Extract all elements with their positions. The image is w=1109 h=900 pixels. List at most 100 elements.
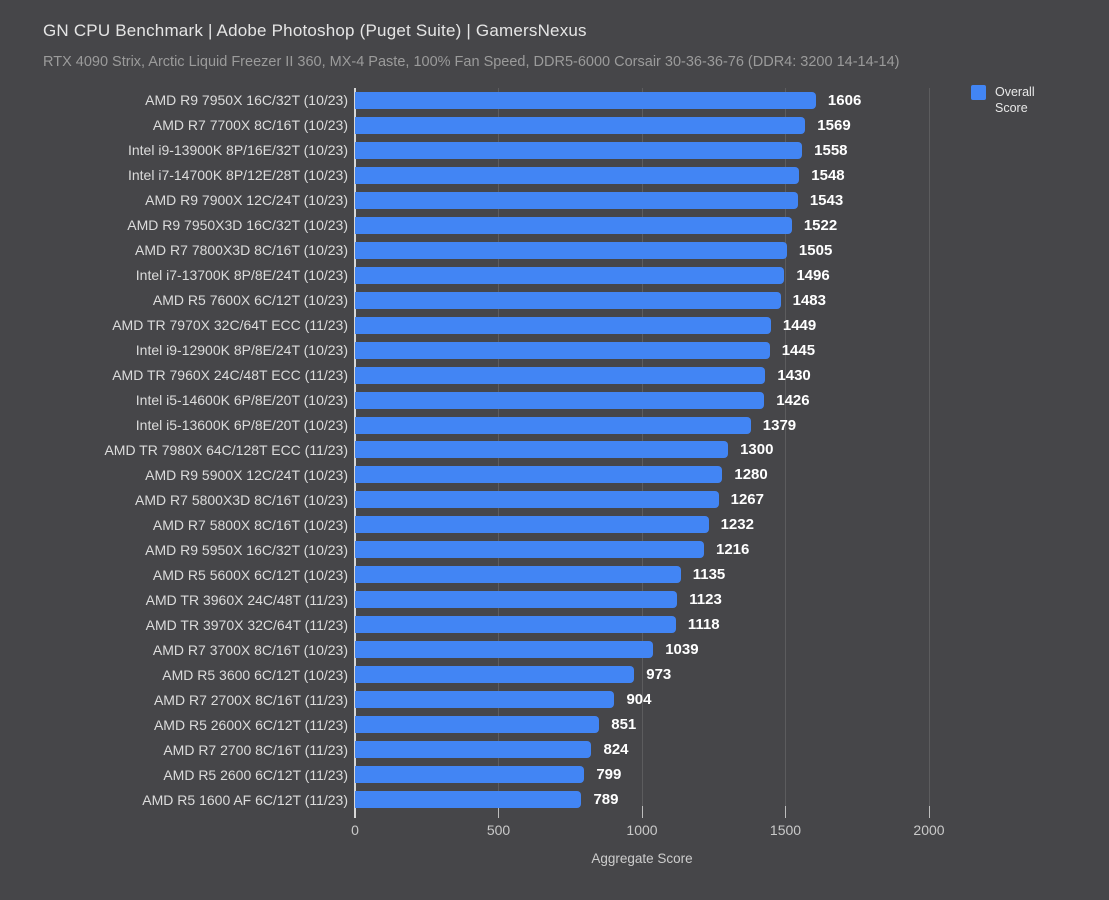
category-label: AMD TR 7980X 64C/128T ECC (11/23)	[104, 441, 348, 458]
legend[interactable]: Overall Score	[971, 84, 1047, 116]
bar-row: AMD R9 7900X 12C/24T (10/23) 1543	[0, 188, 1109, 213]
value-label: 789	[593, 791, 619, 808]
bar-row: Intel i5-13600K 6P/8E/20T (10/23) 1379	[0, 413, 1109, 438]
value-label: 1449	[782, 316, 817, 334]
x-tick-label: 0	[351, 822, 359, 838]
x-axis-title: Aggregate Score	[591, 851, 693, 866]
value-label: 1039	[665, 641, 699, 659]
value-label: 1569	[817, 116, 851, 134]
category-label: Intel i7-14700K 8P/12E/28T (10/23)	[127, 167, 348, 184]
value-label: 1379	[762, 416, 797, 434]
tick-mark-x-1500	[785, 806, 786, 818]
category-label: AMD TR 3970X 32C/64T (11/23)	[145, 616, 348, 633]
value-label: 1543	[809, 191, 844, 209]
bar-row: AMD R9 7950X 16C/32T (10/23) 1606	[0, 88, 1109, 113]
value-label: 1280	[734, 466, 768, 484]
value-label: 1496	[796, 266, 830, 284]
bar-row: AMD R7 2700 8C/16T (11/23) 824	[0, 737, 1109, 762]
value-label: 1445	[781, 341, 816, 359]
category-label: AMD R9 7900X 12C/24T (10/23)	[145, 192, 348, 209]
x-tick-label: 1500	[769, 822, 802, 838]
score-bar	[355, 341, 770, 359]
bar-row: AMD R7 7700X 8C/16T (10/23) 1569	[0, 113, 1109, 138]
bar-row: AMD R9 5900X 12C/24T (10/23) 1280	[0, 462, 1109, 487]
score-bar	[355, 591, 678, 609]
score-bar	[355, 566, 681, 584]
value-label: 1216	[715, 541, 750, 559]
category-label: AMD R5 3600 6C/12T (10/23)	[162, 666, 348, 683]
category-label: Intel i7-13700K 8P/8E/24T (10/23)	[135, 267, 348, 284]
category-label: AMD R5 7600X 6C/12T (10/23)	[152, 292, 348, 309]
category-label: Intel i5-14600K 6P/8E/20T (10/23)	[135, 392, 348, 409]
bar-row: AMD TR 3960X 24C/48T (11/23) 1123	[0, 587, 1109, 612]
legend-label: Overall Score	[995, 85, 1035, 115]
score-bar	[355, 666, 635, 684]
score-bar	[355, 141, 803, 159]
score-bar	[355, 391, 765, 409]
bar-row: AMD R5 3600 6C/12T (10/23) 973	[0, 662, 1109, 687]
category-label: Intel i9-13900K 8P/16E/32T (10/23)	[127, 142, 348, 159]
x-tick-label: 2000	[913, 822, 945, 838]
category-label: AMD R9 5900X 12C/24T (10/23)	[145, 466, 348, 483]
bar-row: AMD R9 5950X 16C/32T (10/23) 1216	[0, 537, 1109, 562]
value-label: 973	[646, 666, 672, 684]
value-label: 1267	[730, 491, 764, 509]
bar-row: Intel i9-13900K 8P/16E/32T (10/23) 1558	[0, 138, 1109, 163]
score-bar	[355, 541, 704, 559]
score-bar	[355, 366, 766, 384]
score-bar	[355, 316, 771, 334]
bar-row: AMD R5 5600X 6C/12T (10/23) 1135	[0, 562, 1109, 587]
category-label: AMD R7 7700X 8C/16T (10/23)	[152, 117, 348, 134]
bar-row: AMD R7 2700X 8C/16T (11/23) 904	[0, 687, 1109, 712]
value-label: 1558	[814, 141, 848, 159]
category-label: AMD R7 7800X3D 8C/16T (10/23)	[135, 242, 348, 259]
bar-row: AMD R5 7600X 6C/12T (10/23) 1483	[0, 288, 1109, 313]
category-label: AMD R5 2600X 6C/12T (11/23)	[153, 716, 348, 733]
category-label: AMD R7 3700X 8C/16T (10/23)	[152, 641, 348, 658]
gridline-x-1500	[785, 88, 786, 806]
category-label: AMD R9 7950X 16C/32T (10/23)	[145, 92, 348, 109]
score-bar	[355, 441, 729, 459]
value-label: 1232	[720, 516, 754, 534]
category-label: AMD R7 5800X 8C/16T (10/23)	[152, 516, 348, 533]
value-label: 851	[611, 716, 637, 734]
score-bar	[355, 691, 615, 709]
x-tick-label: 500	[486, 822, 511, 838]
value-label: 824	[603, 741, 629, 759]
bar-row: AMD R5 2600 6C/12T (11/23) 799	[0, 762, 1109, 787]
score-bar	[355, 766, 585, 784]
value-label: 1430	[777, 366, 811, 384]
category-label: AMD TR 7960X 24C/48T ECC (11/23)	[112, 367, 348, 384]
score-bar	[355, 241, 787, 259]
bar-row: AMD R7 5800X3D 8C/16T (10/23) 1267	[0, 487, 1109, 512]
value-label: 1300	[740, 441, 774, 459]
category-label: AMD R5 1600 AF 6C/12T (11/23)	[142, 791, 348, 808]
score-bar	[355, 291, 781, 309]
value-label: 1135	[692, 566, 726, 584]
category-label: AMD TR 3960X 24C/48T (11/23)	[145, 591, 348, 608]
category-label: AMD R7 5800X3D 8C/16T (10/23)	[135, 491, 348, 508]
category-label: AMD R7 2700X 8C/16T (11/23)	[153, 691, 348, 708]
tick-mark-x-500	[498, 806, 499, 818]
bar-row: AMD TR 7980X 64C/128T ECC (11/23) 1300	[0, 438, 1109, 463]
bar-row: AMD TR 3970X 32C/64T (11/23) 1118	[0, 612, 1109, 637]
bar-row: AMD R5 2600X 6C/12T (11/23) 851	[0, 712, 1109, 737]
chart-title: GN CPU Benchmark | Adobe Photoshop (Puge…	[43, 21, 587, 40]
bar-row: Intel i9-12900K 8P/8E/24T (10/23) 1445	[0, 338, 1109, 363]
value-label: 1123	[689, 591, 722, 609]
bar-row: AMD R7 5800X 8C/16T (10/23) 1232	[0, 512, 1109, 537]
score-bar	[355, 416, 751, 434]
legend-swatch-icon	[971, 85, 986, 100]
score-bar	[355, 716, 600, 734]
bar-row: Intel i7-14700K 8P/12E/28T (10/23) 1548	[0, 163, 1109, 188]
score-bar	[355, 91, 816, 109]
score-bar	[355, 166, 800, 184]
score-bar	[355, 616, 676, 634]
tick-mark-x-1000	[642, 806, 643, 818]
score-bar	[355, 266, 785, 284]
bar-row: Intel i7-13700K 8P/8E/24T (10/23) 1496	[0, 263, 1109, 288]
score-bar	[355, 116, 806, 134]
value-label: 1522	[803, 216, 838, 234]
bar-row: AMD R7 7800X3D 8C/16T (10/23) 1505	[0, 238, 1109, 263]
